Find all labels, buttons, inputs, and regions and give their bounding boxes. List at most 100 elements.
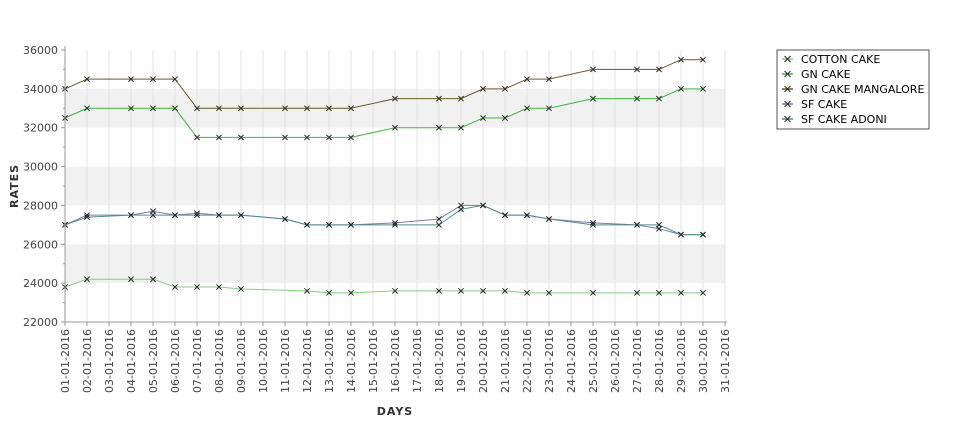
series-line <box>64 88 703 138</box>
x-tick-label: 04-01-2016 <box>125 329 138 393</box>
legend-item: SF CAKE ADONI <box>782 113 887 126</box>
marker-stroke <box>392 95 398 102</box>
data-point <box>524 105 530 112</box>
y-axis-ticks: 22000 24000 26000 28000 30000 32000 34000 36000 <box>23 44 65 329</box>
x-tick-label: 24-01-2016 <box>565 329 578 393</box>
data-point <box>700 231 706 238</box>
marker-stroke <box>524 105 530 112</box>
marker-stroke <box>524 212 530 219</box>
data-point <box>194 105 200 112</box>
x-tick-label: 08-01-2016 <box>213 329 226 393</box>
marker-stroke <box>392 219 398 226</box>
marker-stroke <box>656 221 662 228</box>
data-point <box>436 124 442 131</box>
data-point <box>502 85 508 92</box>
x-tick-label: 01-01-2016 <box>59 329 72 393</box>
marker-stroke <box>326 134 332 141</box>
x-tick-label: 17-01-2016 <box>411 329 424 393</box>
data-point <box>678 56 684 63</box>
y-tick-label: 32000 <box>23 122 58 135</box>
marker-stroke <box>282 134 288 141</box>
data-point <box>524 76 530 83</box>
marker-stroke <box>678 85 684 92</box>
data-point <box>392 219 398 226</box>
series-line <box>64 204 703 236</box>
marker-stroke <box>458 124 464 131</box>
data-point <box>590 221 596 228</box>
x-tick-label: 26-01-2016 <box>609 329 622 393</box>
marker-stroke <box>590 289 596 296</box>
legend-box <box>776 49 930 130</box>
data-point <box>128 105 134 112</box>
marker-stroke <box>84 105 90 112</box>
marker-stroke <box>128 105 134 112</box>
x-tick-label: 29-01-2016 <box>675 329 688 393</box>
data-point <box>458 206 464 213</box>
data-point <box>150 212 156 219</box>
data-point <box>480 115 486 121</box>
data-point <box>216 134 222 141</box>
data-point <box>634 66 640 73</box>
marker-stroke <box>436 221 442 228</box>
marker-stroke <box>172 105 178 112</box>
data-point <box>678 289 684 296</box>
marker-stroke <box>348 105 354 112</box>
marker-stroke <box>216 134 222 141</box>
x-tick-label: 15-01-2016 <box>367 329 380 393</box>
marker-stroke <box>436 95 442 102</box>
legend-marker <box>784 70 791 78</box>
legend-item: GN CAKE MANGALORE <box>782 83 924 96</box>
marker-stroke <box>524 289 530 296</box>
data-point <box>128 212 134 219</box>
marker-stroke <box>634 221 640 228</box>
marker-stroke <box>546 76 552 83</box>
marker-stroke <box>590 95 596 102</box>
data-point <box>304 105 310 112</box>
x-tick-label: 25-01-2016 <box>587 329 600 393</box>
x-tick-label: 02-01-2016 <box>81 329 94 393</box>
x-tick-label: 16-01-2016 <box>389 329 402 393</box>
data-point <box>172 76 178 83</box>
data-point <box>84 214 90 221</box>
marker-stroke <box>678 289 684 296</box>
y-tick-label: 22000 <box>23 316 58 329</box>
marker-stroke <box>172 284 178 290</box>
marker-stroke <box>590 66 596 73</box>
data-point <box>546 289 552 296</box>
marker-stroke <box>172 212 178 219</box>
data-point <box>656 66 662 73</box>
data-point <box>392 221 398 228</box>
marker-stroke <box>84 214 90 221</box>
vertical-gridlines <box>64 50 726 322</box>
data-point <box>216 105 222 112</box>
marker-stroke <box>458 287 464 294</box>
data-point <box>304 287 310 294</box>
data-point <box>656 95 662 102</box>
marker-stroke <box>700 56 706 63</box>
x-tick-label: 10-01-2016 <box>257 329 270 393</box>
y-tick-label: 24000 <box>23 277 58 290</box>
x-axis-title: DAYS <box>377 405 413 418</box>
data-point <box>634 95 640 102</box>
data-point <box>348 221 354 228</box>
marker-stroke <box>392 124 398 131</box>
x-tick-label: 18-01-2016 <box>433 329 446 393</box>
data-point <box>546 216 552 222</box>
marker-stroke <box>678 231 684 238</box>
data-point <box>458 287 464 294</box>
marker-stroke <box>546 216 552 222</box>
data-point <box>480 202 486 209</box>
data-point <box>326 134 332 141</box>
data-point <box>656 289 662 296</box>
marker-stroke <box>348 134 354 141</box>
data-point <box>84 212 90 219</box>
legend-marker <box>784 85 791 93</box>
data-point <box>634 221 640 228</box>
marker-stroke <box>238 134 244 141</box>
x-tick-label: 28-01-2016 <box>653 329 666 393</box>
marker-stroke <box>150 276 156 283</box>
marker-stroke <box>546 289 552 296</box>
x-tick-label: 22-01-2016 <box>521 329 534 393</box>
data-point <box>480 85 486 92</box>
